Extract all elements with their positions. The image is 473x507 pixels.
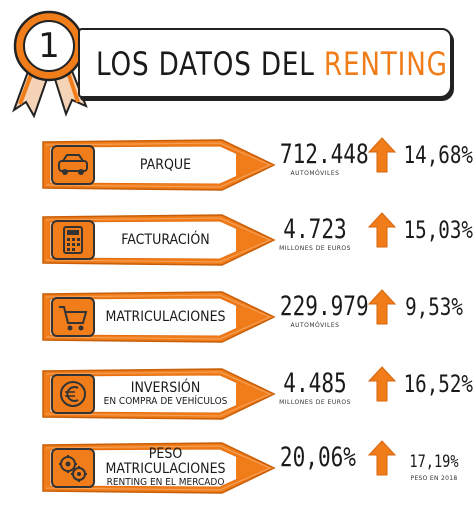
row-icon-frame (51, 220, 95, 260)
row-unit: MILLONES DE EUROS (279, 399, 351, 406)
up-arrow-icon (367, 440, 397, 476)
up-arrow-icon (367, 289, 397, 325)
shopping-cart-icon (59, 306, 88, 331)
row-value: 4.485 (283, 368, 347, 399)
row-percent-change: 15,03% (403, 216, 473, 244)
up-arrow-icon (367, 212, 397, 248)
row-icon-frame (51, 448, 95, 488)
row-label: PARQUE (98, 134, 233, 196)
rosette-badge-icon (12, 10, 88, 118)
row-label: INVERSIÓN EN COMPRA DE VEHÍCULOS (98, 363, 233, 425)
pencil-banner-icon (42, 214, 276, 266)
row-value: 20,06% (279, 442, 356, 473)
pencil-banner-icon (42, 368, 276, 420)
row-label-sub: RENTING EN EL MERCADO (106, 477, 225, 488)
row-unit: AUTOMÓVILES (290, 170, 340, 177)
pencil-banner-icon (42, 291, 276, 343)
stat-row: INVERSIÓN EN COMPRA DE VEHÍCULOS 4.485 MILL… (0, 363, 473, 433)
row-unit: MILLONES DE EUROS (279, 245, 351, 252)
row-label-main: INVERSIÓN (130, 379, 201, 396)
calculator-icon (63, 226, 83, 254)
row-label-main: FACTURACIÓN (121, 231, 210, 248)
stat-row: PARQUE 712.448 AUTOMÓVILES 14,68% (0, 134, 473, 204)
row-percent-change: 17,19% (409, 452, 459, 472)
row-value: 4.723 (283, 214, 347, 245)
up-arrow-icon (367, 366, 397, 402)
stat-row: FACTURACIÓN 4.723 MILLONES DE EUROS 15,03% (0, 209, 473, 279)
title-accent: RENTING (323, 45, 448, 83)
row-label: MATRICULACIONES (98, 286, 233, 348)
page-title: LOS DATOS DEL RENTING (96, 36, 448, 92)
title-frame (78, 28, 452, 98)
row-icon-frame (51, 145, 95, 185)
row-label-main: MATRICULACIONES (105, 308, 226, 325)
up-arrow-icon (367, 137, 397, 173)
stat-row: PESO MATRICULACIONES RENTING EN EL MERCAD… (0, 437, 473, 507)
row-label-main: PESO MATRICULACIONES (105, 446, 226, 477)
row-value: 229.979 (279, 291, 369, 322)
row-label-sub: EN COMPRA DE VEHÍCULOS (103, 395, 228, 407)
row-icon-frame (51, 297, 95, 337)
title-prefix: LOS DATOS DEL (96, 45, 324, 83)
badge-number: 1 (38, 26, 60, 66)
car-icon (58, 154, 88, 175)
euro-coin-icon (60, 381, 86, 407)
row-icon-frame (51, 374, 95, 414)
row-percent-change: 14,68% (403, 141, 473, 169)
row-label: PESO MATRICULACIONES RENTING EN EL MERCAD… (98, 437, 233, 499)
gears-icon (59, 455, 87, 482)
row-label-main: PARQUE (139, 156, 192, 173)
row-percent-change: 9,53% (405, 293, 463, 321)
stat-row: MATRICULACIONES 229.979 AUTOMÓVILES 9,53% (0, 286, 473, 356)
pencil-banner-icon (42, 139, 276, 191)
row-percent-note: PESO EN 2018 (410, 475, 458, 482)
pencil-banner-icon (42, 442, 276, 494)
row-label: FACTURACIÓN (98, 209, 233, 271)
row-value: 712.448 (279, 139, 369, 170)
row-unit: AUTOMÓVILES (290, 322, 340, 329)
row-percent-change: 16,52% (403, 370, 473, 398)
